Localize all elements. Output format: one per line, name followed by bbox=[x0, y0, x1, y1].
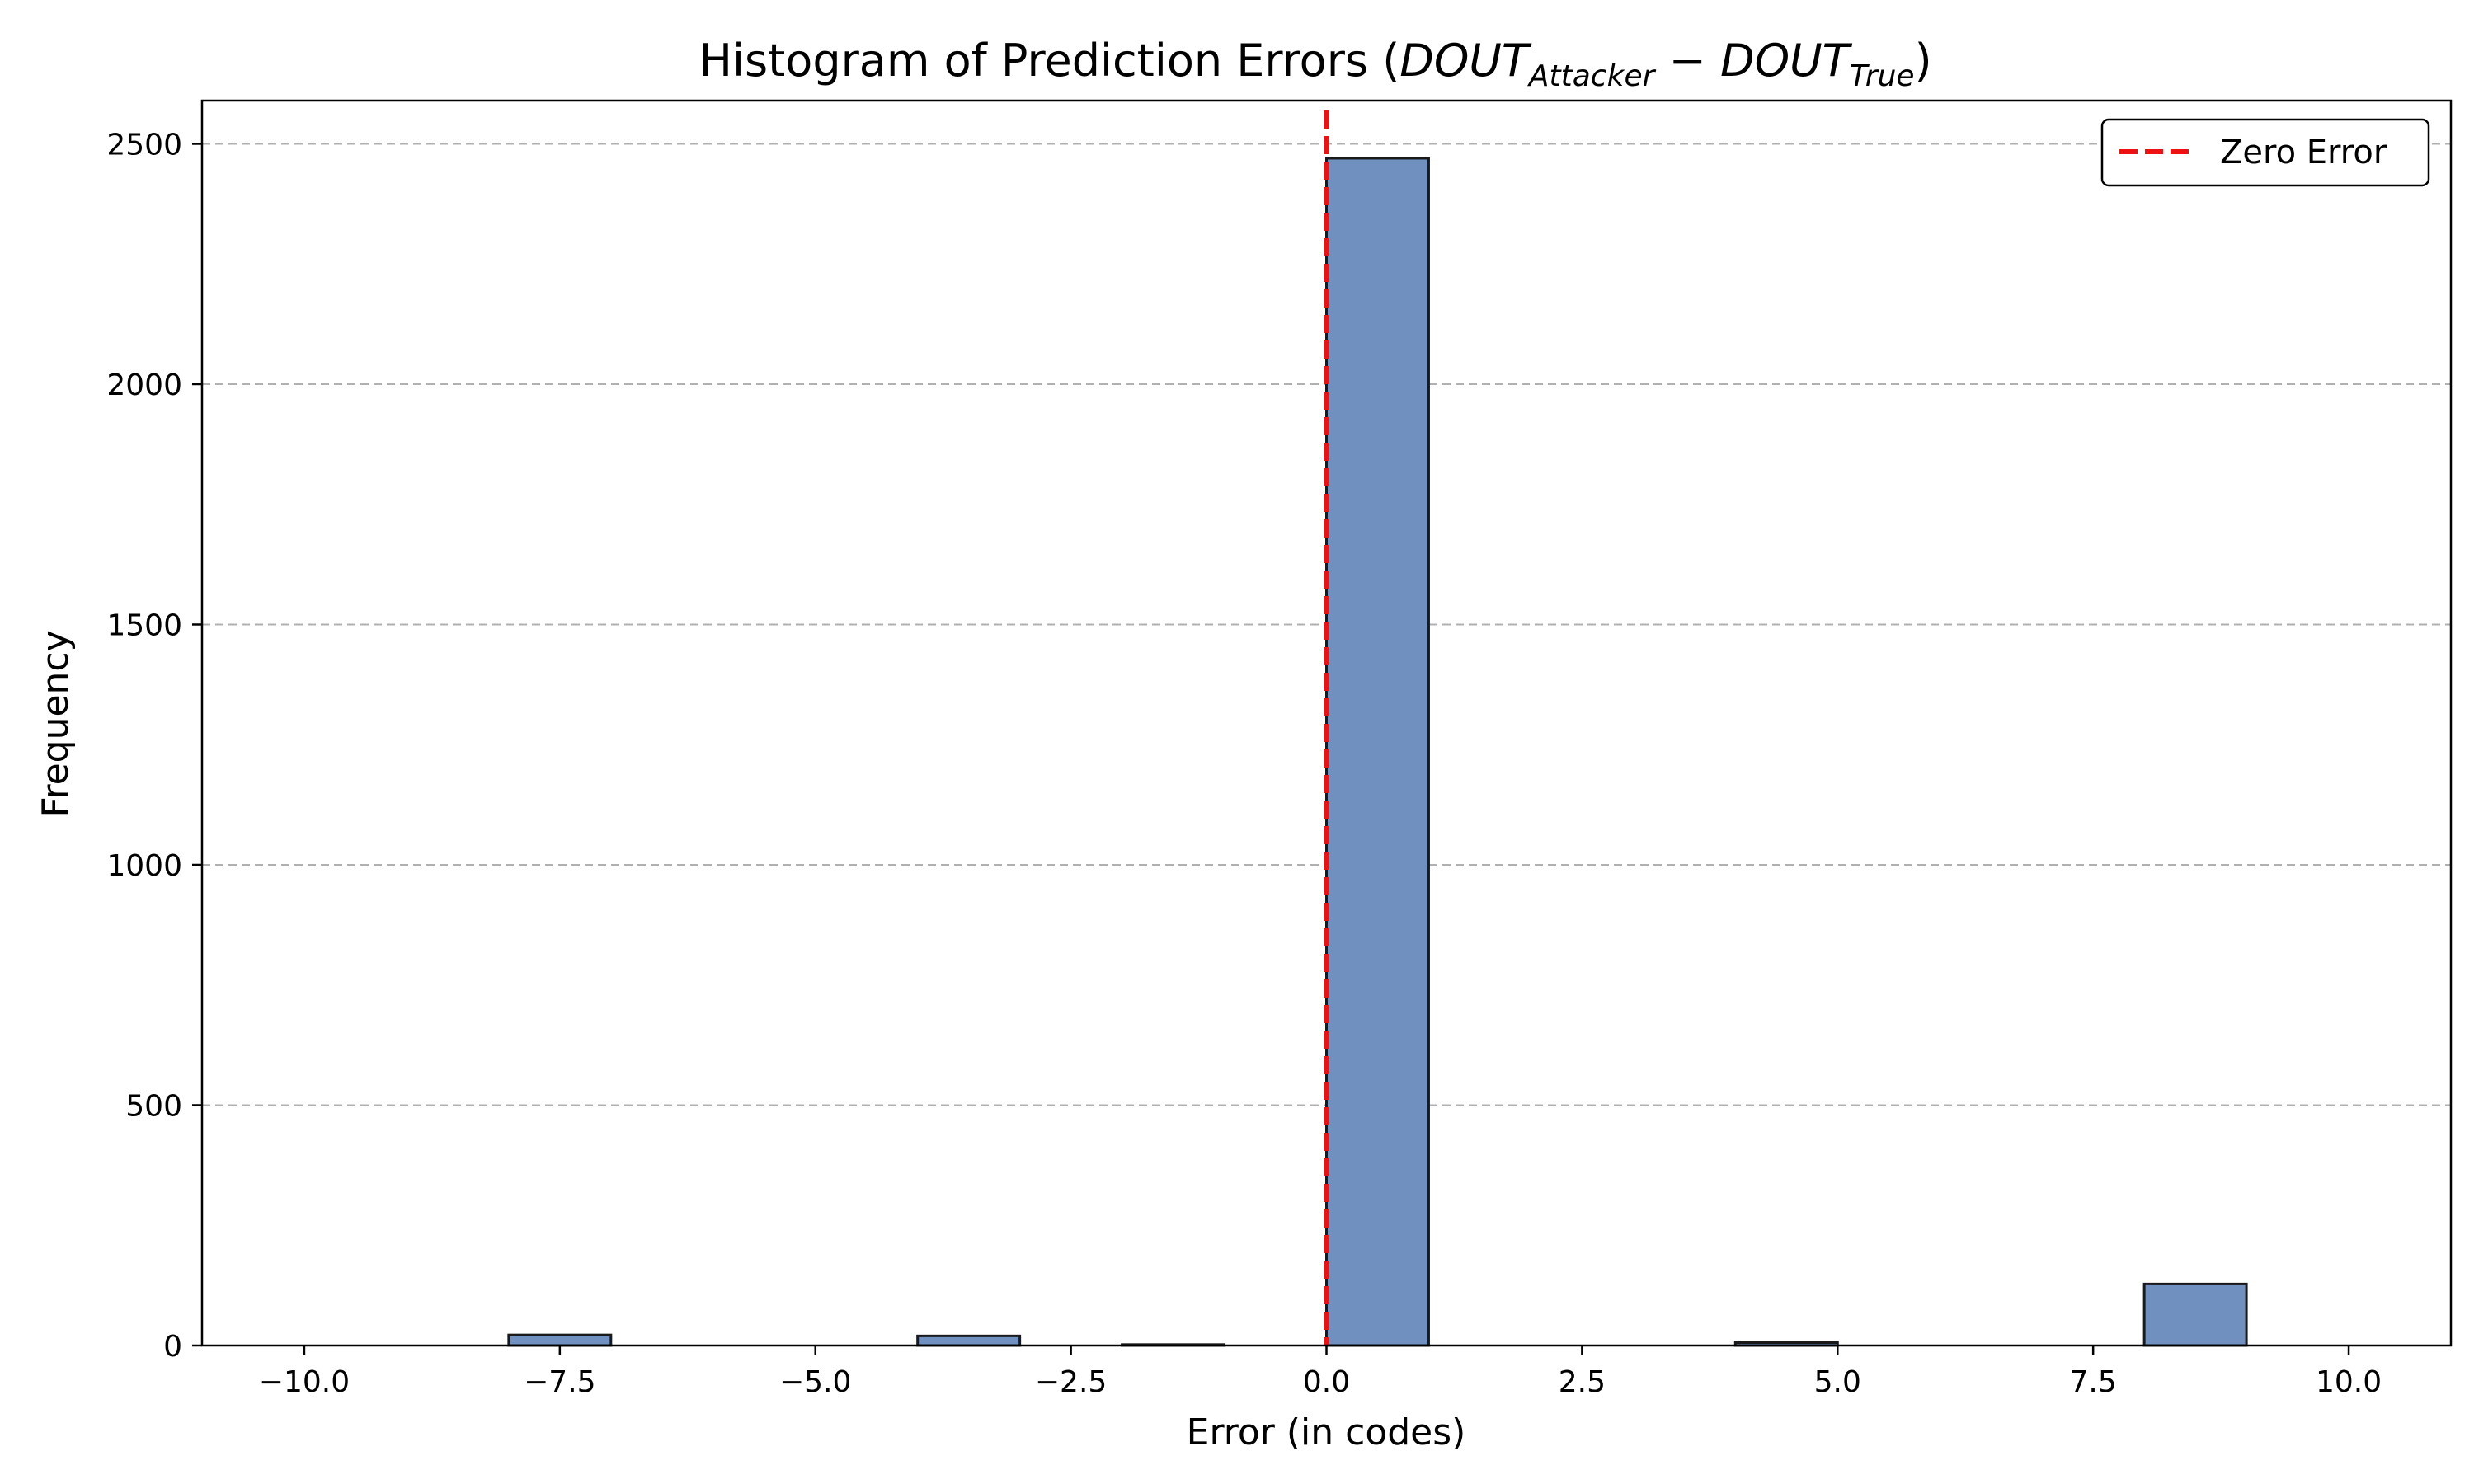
title-subscript-2: True bbox=[1850, 59, 1915, 93]
histogram-bar bbox=[1325, 157, 1430, 1347]
histogram-bar bbox=[507, 1333, 613, 1347]
x-axis-ticks: −10.0 −7.5 −5.0 −2.5 0.0 2.5 5.0 7.5 10.0 bbox=[259, 1345, 2382, 1399]
x-tick-label: 5.0 bbox=[1814, 1365, 1861, 1399]
y-axis-label: Frequency bbox=[35, 630, 77, 817]
title-subscript-1: Attacker bbox=[1527, 59, 1657, 93]
y-tick-label: 500 bbox=[125, 1089, 182, 1123]
title-term-2: DOUT bbox=[1720, 35, 1853, 87]
histogram-bar bbox=[916, 1334, 1022, 1347]
title-prefix: Histogram of Prediction Errors ( bbox=[698, 35, 1399, 87]
histogram-bars bbox=[507, 157, 2248, 1347]
x-tick-label: −2.5 bbox=[1035, 1365, 1107, 1399]
chart-title: Histogram of Prediction Errors (DOUTAtta… bbox=[698, 35, 1931, 93]
x-tick-label: −10.0 bbox=[259, 1365, 350, 1399]
title-term-1: DOUT bbox=[1399, 35, 1532, 87]
histogram-bar bbox=[2142, 1282, 2248, 1347]
x-tick-label: 0.0 bbox=[1303, 1365, 1350, 1399]
x-tick-label: −7.5 bbox=[524, 1365, 595, 1399]
x-tick-label: 2.5 bbox=[1559, 1365, 1606, 1399]
legend-box bbox=[2100, 118, 2430, 187]
legend-label-zero-error: Zero Error bbox=[2220, 134, 2387, 171]
x-tick-label: 7.5 bbox=[2070, 1365, 2117, 1399]
title-minus: − bbox=[1654, 35, 1720, 87]
y-tick-label: 1000 bbox=[106, 849, 182, 883]
x-tick-label: −5.0 bbox=[779, 1365, 851, 1399]
y-tick-label: 0 bbox=[163, 1330, 182, 1364]
x-tick-label: 10.0 bbox=[2316, 1365, 2382, 1399]
y-tick-label: 2000 bbox=[106, 369, 182, 402]
x-axis-label: Error (in codes) bbox=[1187, 1411, 1466, 1453]
y-tick-label: 2500 bbox=[106, 128, 182, 162]
y-axis-ticks: 0 500 1000 1500 2000 2500 bbox=[106, 128, 202, 1364]
y-tick-label: 1500 bbox=[106, 608, 182, 642]
legend: Zero Error bbox=[2100, 118, 2430, 187]
title-suffix: ) bbox=[1915, 35, 1932, 87]
